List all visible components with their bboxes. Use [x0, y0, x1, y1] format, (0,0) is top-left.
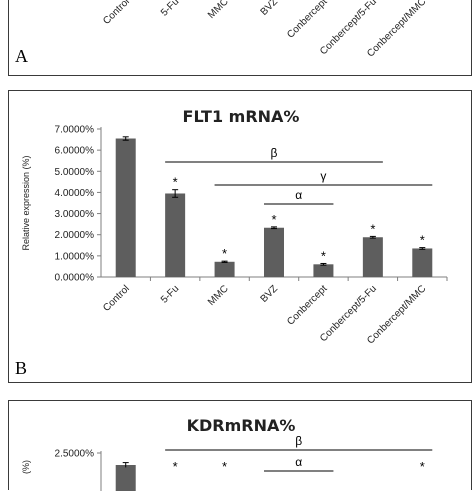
- y-axis-label: Relative expression (%): [21, 155, 31, 250]
- bracket-label: α: [295, 455, 302, 469]
- bar: [264, 227, 284, 277]
- bracket-label: α: [295, 188, 302, 202]
- panel-c: KDRmRNA% (%) 2.5000% * * * β α: [8, 400, 472, 491]
- significance-marker: *: [173, 459, 178, 474]
- bar: [362, 237, 383, 277]
- x-tick-label: BVZ: [259, 283, 281, 305]
- significance-marker: *: [271, 212, 276, 227]
- panel-b: FLT1 mRNA% Relative expression (%) 0.0000%…: [8, 90, 472, 383]
- bracket-label: β: [295, 434, 302, 448]
- y-tick-label: 6.0000%: [55, 146, 95, 157]
- x-tick-label: 5-Fu: [159, 0, 181, 19]
- y-tick-label: 4.0000%: [55, 188, 95, 199]
- x-tick-label: MMC: [206, 283, 231, 308]
- bar: [214, 261, 235, 277]
- bar: [115, 465, 136, 491]
- significance-marker: *: [222, 459, 227, 474]
- y-axis-label: (%): [21, 460, 31, 474]
- y-tick-label: 2.0000%: [55, 230, 95, 241]
- panel-letter-b: B: [15, 358, 28, 378]
- panel-letter-a: A: [15, 46, 28, 66]
- x-tick-label: Control: [101, 283, 132, 314]
- chart-title: FLT1 mRNA%: [183, 107, 300, 126]
- chart-flt1-svg: FLT1 mRNA% Relative expression (%) 0.0000%…: [21, 107, 448, 347]
- y-tick-label: 2.5000%: [55, 449, 95, 460]
- bracket-label: γ: [320, 169, 326, 183]
- y-tick-label: 0.0000%: [55, 273, 95, 284]
- significance-marker: *: [173, 175, 178, 190]
- panel-a: Control 5-Fu MMC BVZ Conbercept Conbercept/5-…: [8, 0, 472, 76]
- significance-marker: *: [420, 233, 425, 248]
- bar: [115, 138, 136, 277]
- chart-kdr-svg: KDRmRNA% (%) 2.5000% * * * βα: [21, 416, 433, 491]
- bar: [165, 193, 186, 277]
- bar: [412, 248, 433, 277]
- y-tick-label: 1.0000%: [55, 251, 95, 262]
- chart-title: KDRmRNA%: [187, 416, 296, 435]
- y-tick-label: 7.0000%: [55, 125, 95, 136]
- bracket-label: β: [271, 146, 278, 160]
- x-tick-label: 5-Fu: [159, 283, 181, 305]
- bar: [313, 264, 334, 277]
- x-tick-label: Control: [101, 0, 132, 27]
- x-tick-label: BVZ: [259, 0, 281, 18]
- x-tick-label: Conbercept: [285, 283, 329, 327]
- significance-marker: *: [222, 246, 227, 261]
- x-tick-label: Conbercept/MMC: [365, 0, 428, 60]
- y-tick-label: 3.0000%: [55, 209, 95, 220]
- chart-a-svg: Control 5-Fu MMC BVZ ConberceptConbercept/5-…: [101, 0, 428, 60]
- significance-marker: *: [420, 459, 425, 474]
- x-tick-label: MMC: [206, 0, 231, 21]
- y-tick-label: 5.0000%: [55, 167, 95, 178]
- significance-marker: *: [321, 248, 326, 263]
- x-tick-label: Conbercept: [285, 0, 329, 41]
- significance-marker: *: [370, 221, 375, 236]
